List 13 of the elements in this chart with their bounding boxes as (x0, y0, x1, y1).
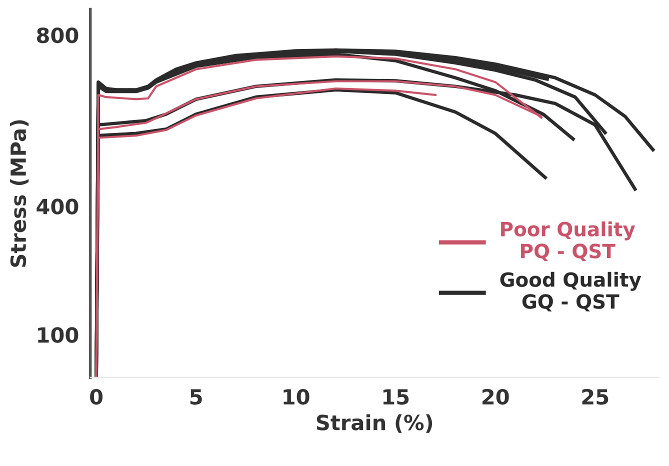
y-tick-label: 100 (38, 327, 78, 343)
x-tick-label: 15 (383, 389, 409, 405)
legend-label: Poor Quality PQ - QST (501, 221, 636, 261)
y-tick-label: 800 (36, 27, 78, 44)
x-tick-label: 20 (482, 388, 509, 405)
x-tick-label: 5 (190, 389, 202, 405)
y-tick-label: 400 (36, 198, 78, 214)
x-axis-title: Strain (%) (316, 414, 432, 433)
y-axis-title: Stress (MPa) (10, 120, 29, 267)
x-tick-label: 10 (284, 388, 310, 405)
legend-label: Good Quality GQ - QST (500, 272, 642, 312)
x-tick-label: 25 (582, 388, 608, 405)
x-tick-label: 0 (90, 388, 103, 405)
